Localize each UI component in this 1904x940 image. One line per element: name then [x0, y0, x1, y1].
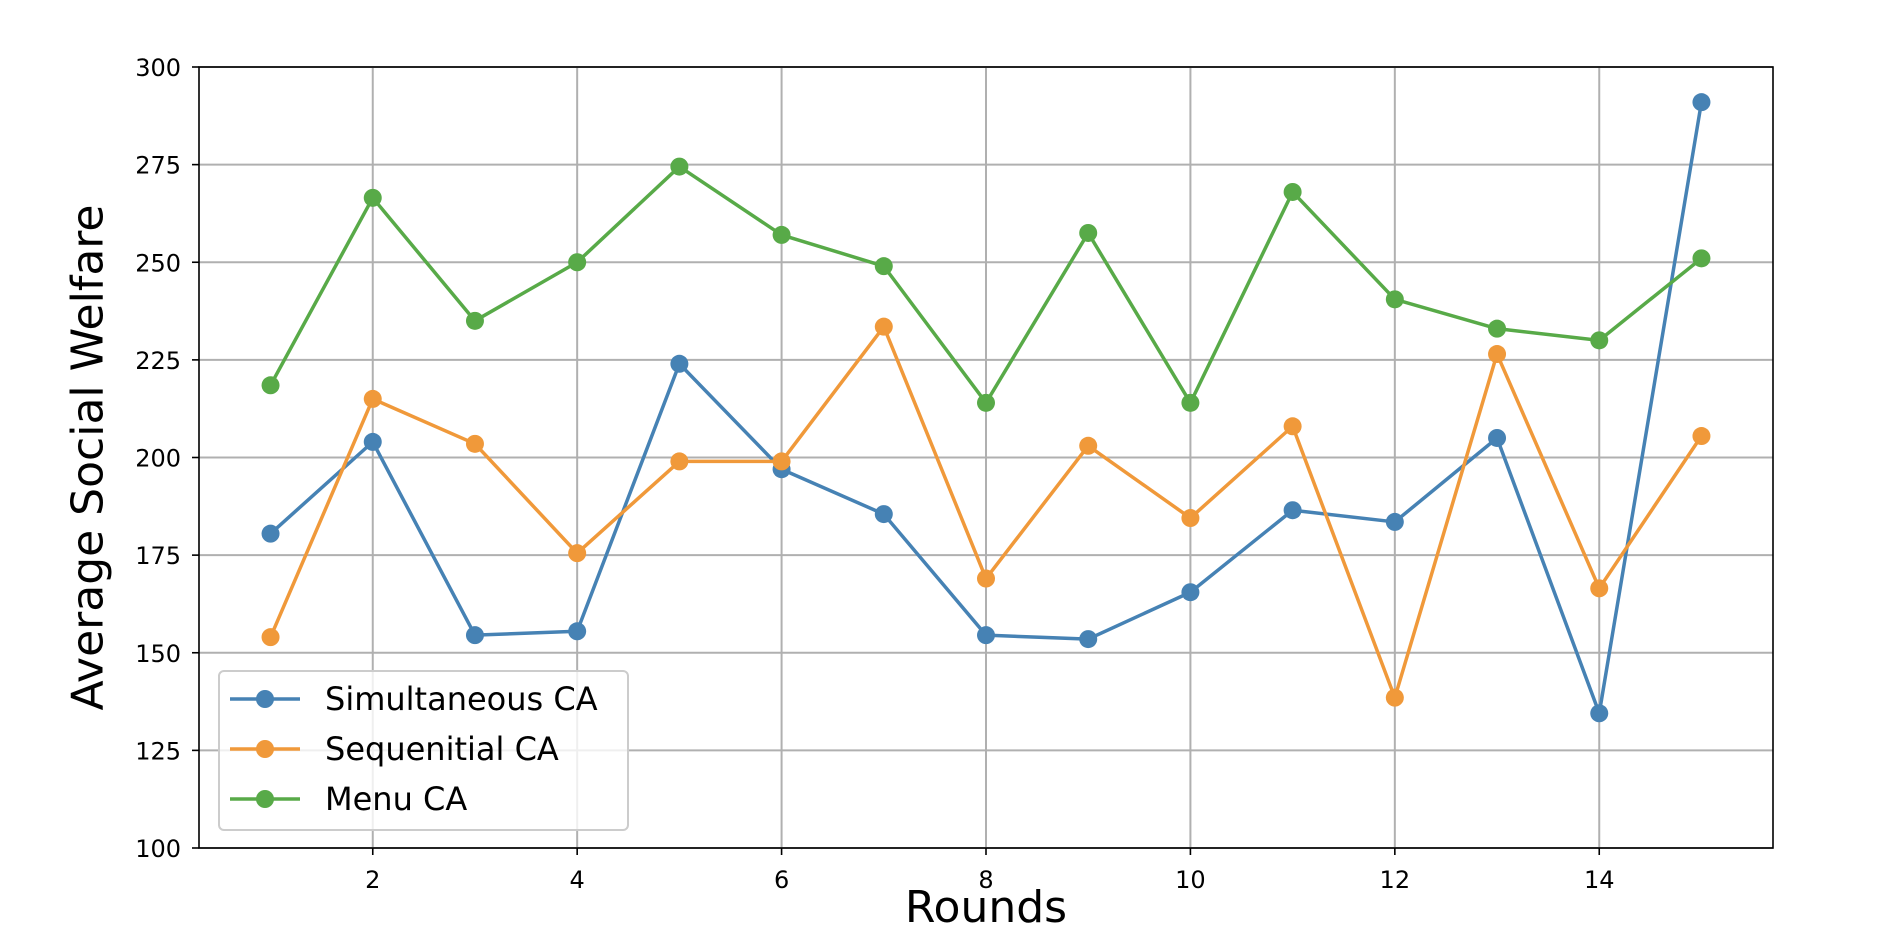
data-point	[568, 253, 587, 272]
legend-item: Simultaneous CA	[230, 680, 598, 718]
data-point	[1079, 436, 1098, 455]
x-tick-label: 10	[1175, 866, 1206, 894]
series-3	[261, 157, 1711, 412]
y-tick-label: 150	[135, 640, 181, 668]
y-tick-label: 100	[135, 835, 181, 863]
data-point	[670, 157, 689, 176]
data-point	[1692, 93, 1711, 112]
series-layer	[261, 93, 1711, 723]
data-point	[465, 626, 484, 645]
data-point	[874, 505, 893, 524]
data-point	[363, 188, 382, 207]
legend-box	[218, 670, 629, 831]
x-tick-label: 4	[570, 866, 585, 894]
data-point	[1283, 417, 1302, 436]
data-point	[1488, 345, 1507, 364]
data-point	[1590, 331, 1609, 350]
data-point	[977, 569, 995, 588]
data-point	[1385, 512, 1404, 531]
y-tick-label: 200	[135, 445, 181, 473]
data-point	[1385, 290, 1404, 309]
y-axis-label: Average Social Welfare	[63, 205, 114, 711]
legend-label: Menu CA	[325, 780, 467, 818]
data-point	[1283, 501, 1302, 520]
x-tick-label: 12	[1380, 866, 1411, 894]
data-point	[1385, 688, 1404, 707]
data-point	[465, 434, 484, 453]
grid	[199, 66, 1773, 849]
series-2	[261, 317, 1711, 707]
y-tick-label: 250	[135, 249, 181, 277]
data-point	[874, 317, 893, 336]
data-point	[568, 544, 587, 563]
data-point	[363, 389, 382, 408]
data-point	[568, 622, 587, 641]
data-point	[977, 393, 995, 412]
data-point	[1488, 319, 1507, 338]
legend-item: Sequenitial CA	[230, 730, 559, 768]
legend-marker	[256, 790, 274, 808]
axis-ticks: 2 4 6 8 10 12 14 100 125 150 175 200 225 250 275 300	[135, 54, 1614, 894]
data-point	[772, 225, 791, 244]
legend-marker	[256, 690, 274, 708]
data-point	[465, 311, 484, 330]
data-point	[1590, 704, 1609, 723]
y-tick-label: 225	[135, 347, 181, 375]
data-point	[1590, 579, 1609, 598]
data-point	[670, 452, 689, 471]
data-point	[1181, 509, 1200, 528]
data-point	[977, 626, 995, 645]
data-point	[1079, 223, 1098, 242]
data-point	[772, 452, 791, 471]
legend-marker	[256, 740, 274, 758]
data-point	[261, 628, 280, 647]
data-point	[1181, 583, 1200, 602]
data-point	[1692, 427, 1711, 446]
data-point	[1488, 428, 1507, 447]
data-point	[1692, 249, 1711, 268]
y-tick-label: 275	[135, 152, 181, 180]
x-tick-label: 14	[1584, 866, 1615, 894]
legend-label: Sequenitial CA	[325, 730, 559, 768]
y-tick-label: 300	[135, 54, 181, 82]
legend-label: Simultaneous CA	[325, 680, 598, 718]
data-point	[261, 524, 280, 543]
data-point	[1079, 630, 1098, 649]
y-tick-label: 125	[135, 737, 181, 765]
data-point	[670, 354, 689, 373]
x-tick-label: 6	[774, 866, 789, 894]
legend-item: Menu CA	[230, 780, 467, 818]
data-point	[261, 376, 280, 395]
data-point	[363, 432, 382, 451]
data-point	[1181, 393, 1200, 412]
data-point	[874, 257, 893, 276]
x-axis-label: Rounds	[905, 882, 1067, 933]
x-tick-label: 8	[978, 866, 993, 894]
x-tick-label: 2	[365, 866, 380, 894]
data-point	[1283, 182, 1302, 201]
legend: Simultaneous CA Sequenitial CA Menu CA	[218, 670, 629, 831]
y-tick-label: 175	[135, 542, 181, 570]
